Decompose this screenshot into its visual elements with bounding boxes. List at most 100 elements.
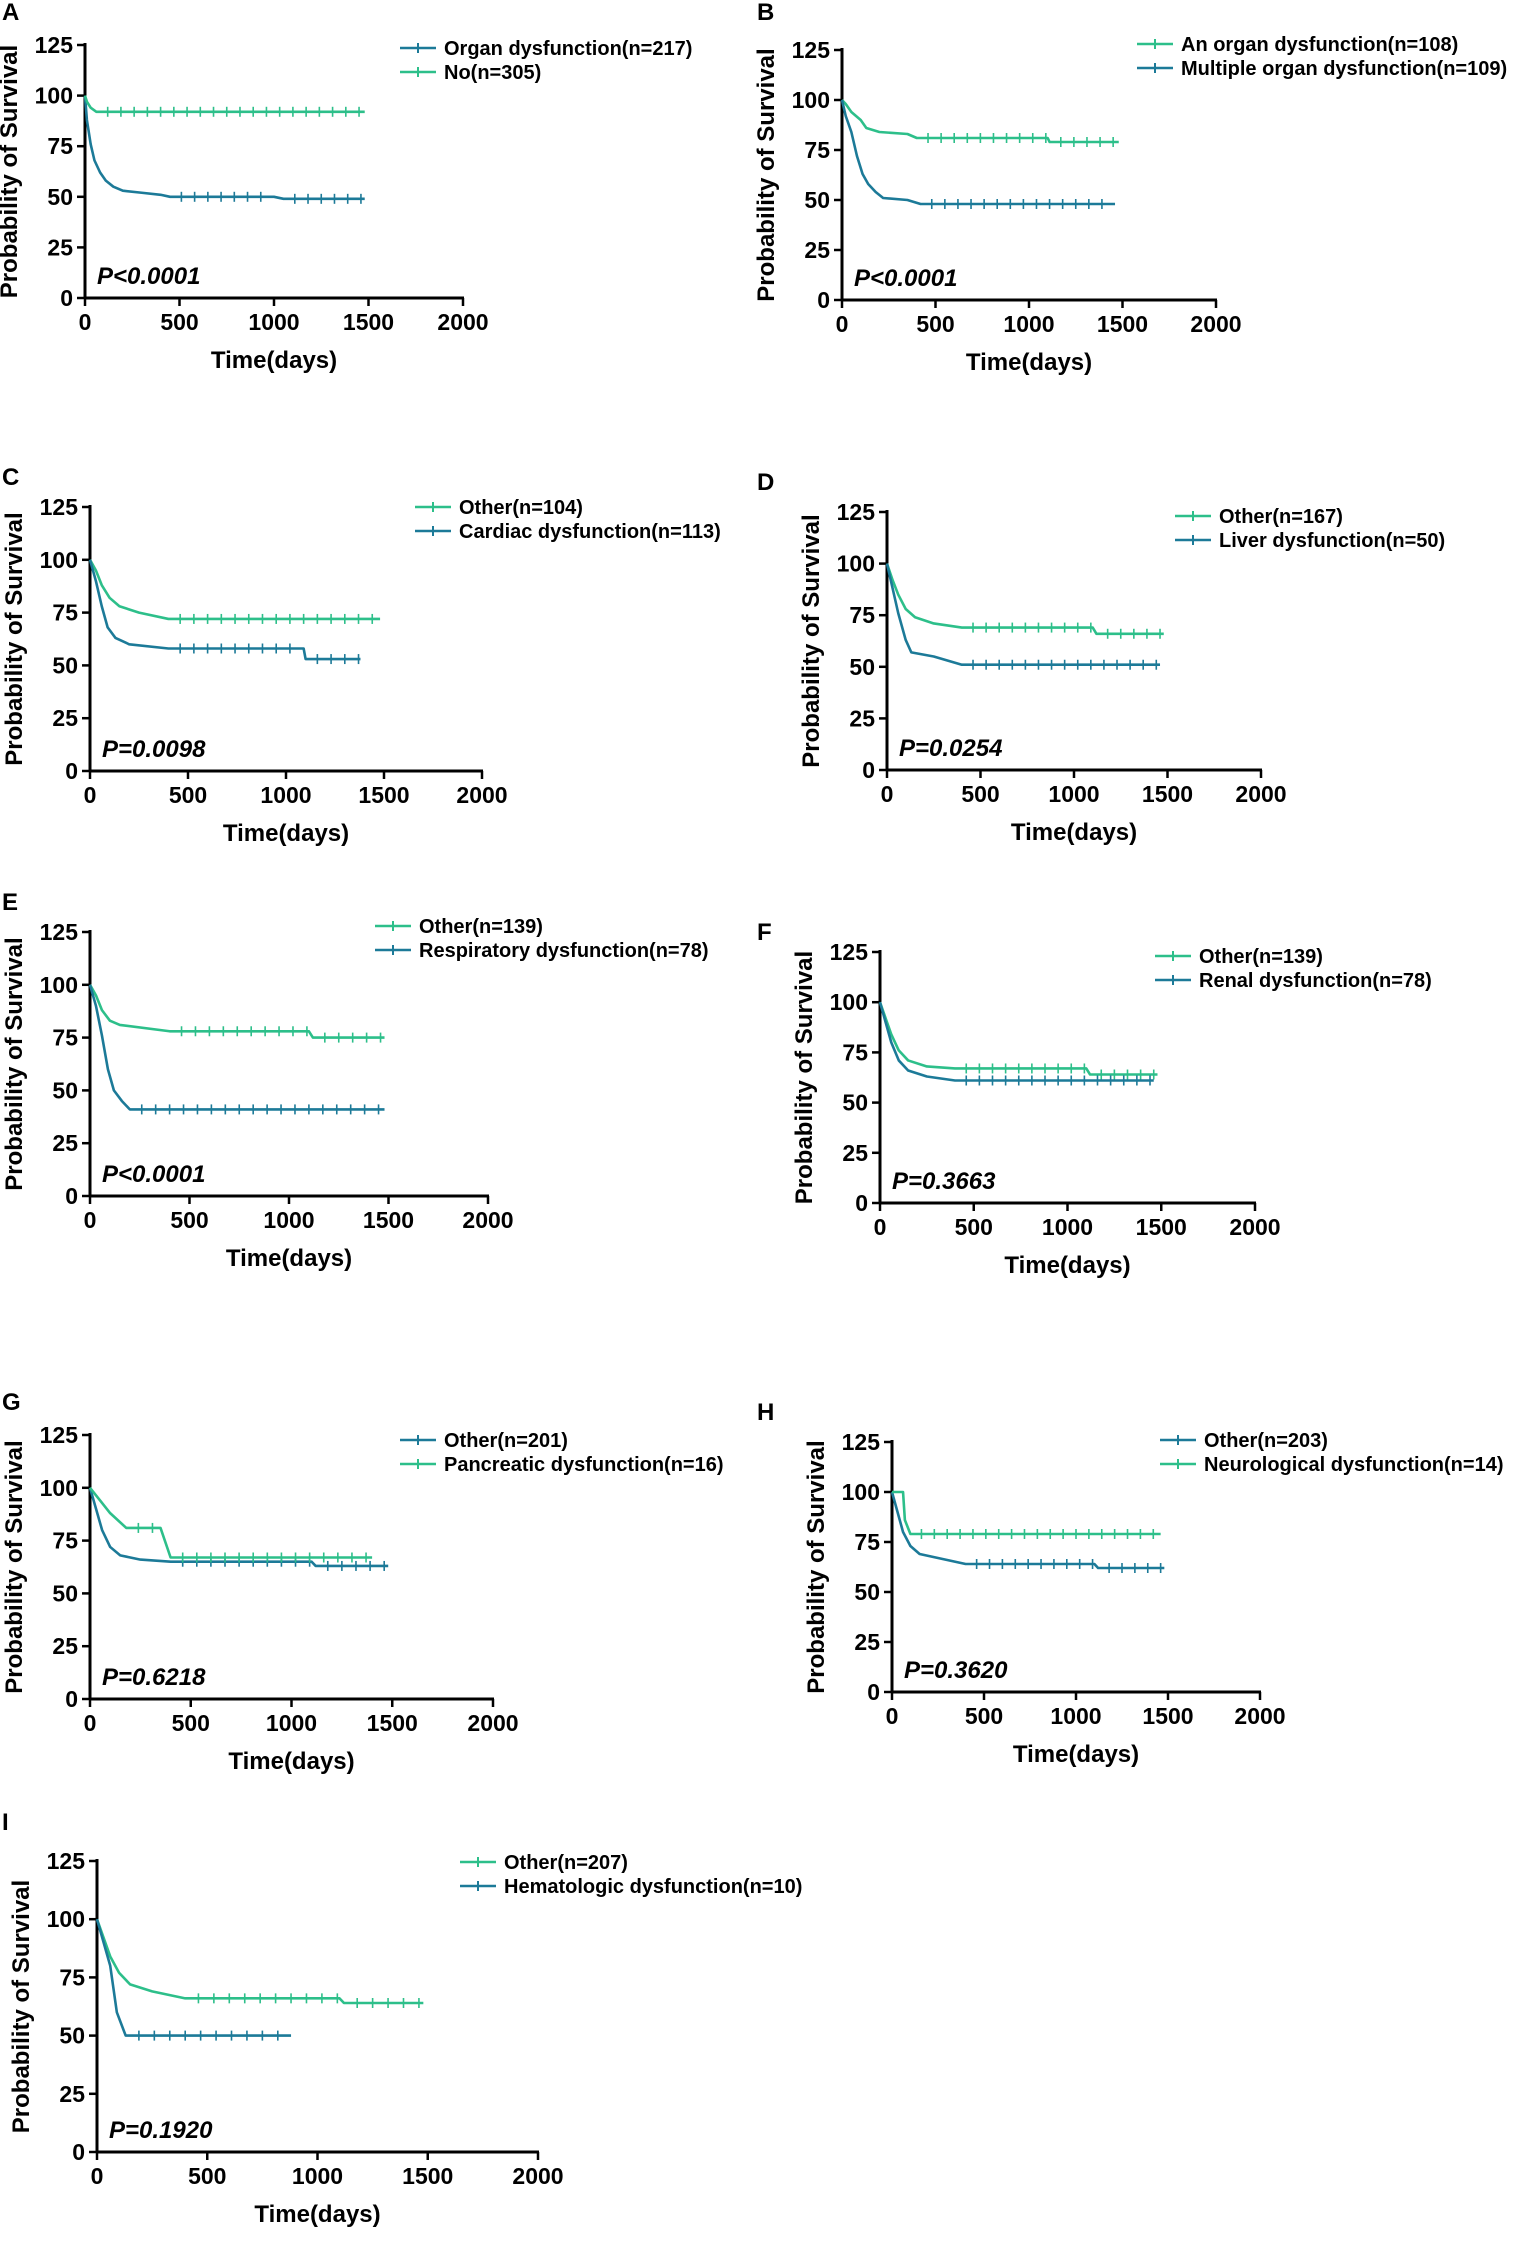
x-tick-label: 1500 <box>1142 781 1193 807</box>
x-tick-label: 1500 <box>363 1207 414 1233</box>
x-tick-label: 1500 <box>1142 1703 1193 1729</box>
survival-curve-2 <box>840 99 1116 206</box>
y-tick-label: 100 <box>40 972 78 998</box>
y-tick-label: 25 <box>849 705 875 731</box>
km-chart: A 0 25 50 75 100 125 0 500 1000 1500 2000 Time(days)… <box>0 0 692 374</box>
y-tick-label: 0 <box>855 1190 868 1216</box>
legend-label: Pancreatic dysfunction(n=16) <box>444 1454 724 1476</box>
x-tick-label: 500 <box>170 1207 208 1233</box>
y-tick-label: 100 <box>837 551 875 577</box>
y-tick-label: 0 <box>65 1686 78 1712</box>
x-tick-label: 0 <box>836 311 849 337</box>
x-tick-label: 500 <box>916 311 954 337</box>
x-tick-label: 1000 <box>1050 1703 1101 1729</box>
x-tick-label: 1500 <box>367 1710 418 1736</box>
legend-label: Liver dysfunction(n=50) <box>1219 530 1445 552</box>
x-tick-label: 500 <box>172 1710 210 1736</box>
y-tick-label: 25 <box>52 1633 78 1659</box>
legend-label: Other(n=167) <box>1219 506 1343 528</box>
x-tick-label: 2000 <box>1235 781 1286 807</box>
x-axis-label: Time(days) <box>223 820 349 847</box>
p-value: P=0.1920 <box>109 2117 213 2144</box>
x-tick-label: 500 <box>160 309 198 335</box>
survival-curve-1 <box>88 984 385 1039</box>
survival-curve-1 <box>88 1487 389 1568</box>
km-chart: B 0 25 50 75 100 125 0 500 1000 1500 2000 Time(days)… <box>753 0 1507 376</box>
survival-curve-2 <box>88 559 361 661</box>
y-tick-label: 75 <box>804 137 830 163</box>
p-value: P<0.0001 <box>854 265 957 292</box>
x-tick-label: 500 <box>955 1214 993 1240</box>
km-chart: I 0 25 50 75 100 125 0 500 1000 1500 2000 Time(days)… <box>2 1809 802 2228</box>
y-tick-label: 50 <box>854 1579 880 1605</box>
x-tick-label: 1500 <box>402 2163 453 2189</box>
y-tick-label: 25 <box>59 2081 85 2107</box>
km-panel-f: F 0 25 50 75 100 125 0 500 1000 1500 2000 Time(days)… <box>755 919 1513 1360</box>
km-chart: E 0 25 50 75 100 125 0 500 1000 1500 2000 Time(days)… <box>1 889 709 1272</box>
y-tick-label: 100 <box>830 989 868 1015</box>
y-axis-label: Probability of Survival <box>753 48 780 301</box>
y-tick-label: 125 <box>842 1429 881 1455</box>
x-tick-label: 2000 <box>1190 311 1241 337</box>
x-tick-label: 1500 <box>358 782 409 808</box>
y-tick-label: 0 <box>817 287 830 313</box>
y-tick-label: 50 <box>52 1580 78 1606</box>
survival-curve-2 <box>885 563 1161 667</box>
x-tick-label: 500 <box>965 1703 1003 1729</box>
y-tick-label: 0 <box>65 758 78 784</box>
km-panel-b: B 0 25 50 75 100 125 0 500 1000 1500 2000 Time(days)… <box>753 0 1513 440</box>
panel-label: C <box>2 464 19 491</box>
y-tick-label: 75 <box>854 1529 880 1555</box>
km-panel-i: I 0 25 50 75 100 125 0 500 1000 1500 2000 Time(days)… <box>0 1809 802 2250</box>
survival-curve-1 <box>83 95 365 201</box>
x-tick-label: 1000 <box>260 782 311 808</box>
km-panel-d: D 0 25 50 75 100 125 0 500 1000 1500 2000 Time(days)… <box>755 469 1513 910</box>
legend-label: Cardiac dysfunction(n=113) <box>459 521 721 543</box>
x-tick-label: 2000 <box>456 782 507 808</box>
y-tick-label: 75 <box>52 600 78 626</box>
x-tick-label: 1000 <box>266 1710 317 1736</box>
legend-label: Organ dysfunction(n=217) <box>444 38 692 60</box>
panel-label: A <box>2 0 19 26</box>
km-panel-a: A 0 25 50 75 100 125 0 500 1000 1500 2000 Time(days)… <box>0 0 758 440</box>
legend-label: Respiratory dysfunction(n=78) <box>419 940 709 962</box>
p-value: P<0.0001 <box>97 263 200 290</box>
legend-label: Neurological dysfunction(n=14) <box>1204 1454 1503 1476</box>
legend-label: Other(n=139) <box>1199 946 1323 968</box>
y-tick-label: 50 <box>59 2023 85 2049</box>
survival-curve-2 <box>95 1918 292 2037</box>
y-tick-label: 0 <box>60 285 73 311</box>
y-tick-label: 0 <box>72 2139 85 2165</box>
x-tick-label: 0 <box>79 309 92 335</box>
x-tick-label: 1500 <box>1097 311 1148 337</box>
y-tick-label: 25 <box>842 1140 868 1166</box>
legend-label: An organ dysfunction(n=108) <box>1181 34 1458 56</box>
y-tick-label: 125 <box>792 37 831 63</box>
p-value: P<0.0001 <box>102 1161 205 1188</box>
p-value: P=0.0098 <box>102 736 206 763</box>
survival-curve-1 <box>95 1918 424 2005</box>
y-tick-label: 75 <box>52 1528 78 1554</box>
panel-label: E <box>2 889 18 916</box>
p-value: P=0.0254 <box>899 735 1002 762</box>
y-tick-label: 75 <box>52 1025 78 1051</box>
y-tick-label: 100 <box>35 83 73 109</box>
x-axis-label: Time(days) <box>228 1748 354 1775</box>
y-tick-label: 50 <box>52 1077 78 1103</box>
survival-curve-1 <box>841 99 1119 144</box>
survival-curve-1 <box>885 563 1164 636</box>
y-tick-label: 125 <box>35 32 74 58</box>
panel-label: H <box>757 1399 774 1426</box>
x-axis-label: Time(days) <box>226 1245 352 1272</box>
y-tick-label: 100 <box>792 87 830 113</box>
x-tick-label: 0 <box>881 781 894 807</box>
panel-label: F <box>757 919 772 946</box>
p-value: P=0.3620 <box>904 1657 1008 1684</box>
y-tick-label: 0 <box>867 1679 880 1705</box>
y-tick-label: 100 <box>40 547 78 573</box>
x-tick-label: 2000 <box>1229 1214 1280 1240</box>
x-tick-label: 1500 <box>1136 1214 1187 1240</box>
km-panel-g: G 0 25 50 75 100 125 0 500 1000 1500 2000 Time(days)… <box>0 1389 758 1830</box>
x-tick-label: 2000 <box>462 1207 513 1233</box>
